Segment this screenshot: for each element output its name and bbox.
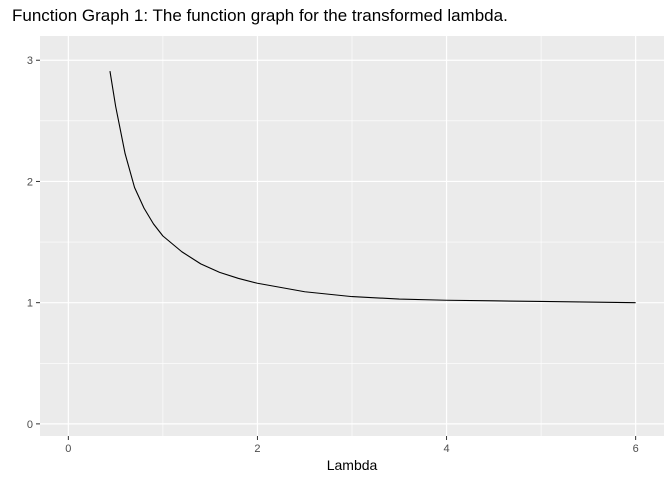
- x-tick-label: 0: [65, 443, 71, 455]
- y-axis: 0 1 2 3: [27, 55, 40, 431]
- chart-title: Function Graph 1: The function graph for…: [12, 6, 508, 25]
- x-tick-label: 2: [254, 443, 260, 455]
- y-tick-label: 2: [27, 176, 33, 188]
- y-tick-label: 3: [27, 55, 33, 67]
- x-axis-title: Lambda: [327, 457, 378, 473]
- x-tick-label: 4: [443, 443, 449, 455]
- y-tick-label: 0: [27, 419, 33, 431]
- series-line-0: [109, 71, 636, 304]
- y-tick-label: 1: [27, 298, 33, 310]
- x-tick-label: 6: [633, 443, 639, 455]
- grid-major: [40, 36, 664, 436]
- series-layer: [109, 71, 636, 304]
- x-axis: 0 2 4 6: [65, 436, 639, 455]
